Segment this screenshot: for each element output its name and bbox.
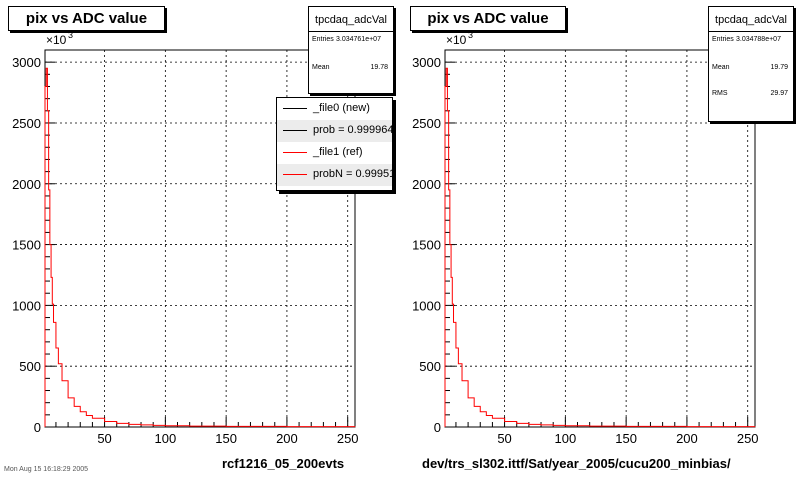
left-legend: _file0 (new) prob = 0.999964 _file1 (ref… <box>276 97 393 191</box>
left-chart-title-text: pix vs ADC value <box>25 10 148 27</box>
left-stats-mean-label: Mean <box>312 64 330 71</box>
right-chart-title: pix vs ADC value <box>410 6 566 31</box>
right-stats-mean-row: Mean 19.79 <box>709 58 793 84</box>
x-tick-label: 100 <box>555 431 577 446</box>
histogram-series-0 <box>44 67 356 428</box>
x-tick-label: 200 <box>676 431 698 446</box>
y-axis-exponent: ×10 <box>46 33 67 47</box>
legend-entry-prob: prob = 0.999964 <box>277 120 392 142</box>
right-x-axis-caption: dev/trs_sl302.ittf/Sat/year_2005/cucu200… <box>422 456 731 471</box>
x-tick-label: 100 <box>155 431 177 446</box>
y-axis-exponent-power: 3 <box>468 30 473 40</box>
y-tick-label: 1500 <box>412 238 441 253</box>
right-plot: 50 100 150 200 250050010001500200025003000×1… <box>412 30 759 446</box>
y-tick-label: 2000 <box>12 177 41 192</box>
left-stats-mean-row: Mean 19.78 <box>309 58 393 84</box>
left-stats-entries-value: 3.034761e+07 <box>336 36 381 43</box>
x-tick-label: 250 <box>337 431 359 446</box>
legend-entry-probn-label: probN = 0.99951 <box>313 168 392 180</box>
y-tick-label: 1500 <box>12 238 41 253</box>
legend-entry-probn: probN = 0.99951 <box>277 164 392 186</box>
histogram-series-0 <box>444 67 756 428</box>
legend-line-black-swatch <box>283 130 307 131</box>
right-stats-entries-row: Entries 3.034788e+07 <box>709 32 793 58</box>
legend-entry-file0: _file0 (new) <box>277 98 392 120</box>
x-tick-label: 50 <box>97 431 111 446</box>
right-stats-rms-row: RMS 29.97 <box>709 84 793 110</box>
y-tick-label: 0 <box>434 420 441 435</box>
y-axis-exponent: ×10 <box>446 33 467 47</box>
left-plot: 50 100 150 200 250050010001500200025003000×1… <box>12 30 359 446</box>
y-tick-label: 1000 <box>412 298 441 313</box>
footer-timestamp: Mon Aug 15 16:18:29 2005 <box>4 466 89 473</box>
legend-entry-file1-label: _file1 (ref) <box>313 146 363 158</box>
left-stats-mean-value: 19.78 <box>370 64 388 71</box>
y-tick-label: 3000 <box>412 55 441 70</box>
legend-entry-file0-label: _file0 (new) <box>313 102 370 114</box>
right-stats-mean-value: 19.79 <box>770 64 788 71</box>
right-stats-entries-label: Entries <box>712 36 734 43</box>
y-tick-label: 2500 <box>12 116 41 131</box>
right-stats-name: tpcdaq_adcVal <box>709 7 793 32</box>
y-tick-label: 1000 <box>12 298 41 313</box>
left-x-axis-caption: rcf1216_05_200evts <box>222 456 345 471</box>
x-tick-label: 50 <box>497 431 511 446</box>
y-tick-label: 0 <box>34 420 41 435</box>
legend-entry-file1: _file1 (ref) <box>277 142 392 164</box>
left-stats-box: tpcdaq_adcVal Entries 3.034761e+07 Mean … <box>308 6 394 94</box>
legend-line-black-swatch <box>283 108 307 109</box>
y-tick-label: 2000 <box>412 177 441 192</box>
right-panel: 50 100 150 200 250 0 500 1000 1500 2000 2500 3000 ×1… <box>400 0 800 480</box>
left-stats-entries-row: Entries 3.034761e+07 <box>309 32 393 58</box>
left-stats-entries-label: Entries <box>312 36 334 43</box>
legend-line-red-swatch <box>283 152 307 153</box>
y-tick-label: 500 <box>19 359 41 374</box>
legend-entry-prob-label: prob = 0.999964 <box>313 124 392 136</box>
x-tick-label: 200 <box>276 431 298 446</box>
x-tick-label: 150 <box>615 431 637 446</box>
right-stats-box: tpcdaq_adcVal Entries 3.034788e+07 Mean … <box>708 6 794 122</box>
y-tick-label: 3000 <box>12 55 41 70</box>
left-stats-name: tpcdaq_adcVal <box>309 7 393 32</box>
right-stats-rms-label: RMS <box>712 90 728 97</box>
right-stats-rms-value: 29.97 <box>770 90 788 97</box>
right-stats-mean-label: Mean <box>712 64 730 71</box>
x-tick-label: 250 <box>737 431 759 446</box>
right-chart-title-text: pix vs ADC value <box>427 10 549 27</box>
legend-line-red-swatch <box>283 174 307 175</box>
left-chart-title: pix vs ADC value <box>8 6 165 31</box>
right-stats-entries-value: 3.034788e+07 <box>736 36 781 43</box>
y-axis-exponent-power: 3 <box>68 30 73 40</box>
x-tick-label: 150 <box>215 431 237 446</box>
y-tick-label: 500 <box>419 359 441 374</box>
y-tick-label: 2500 <box>412 116 441 131</box>
left-panel: 50 100 150 200 250 0 500 1000 1500 2000 2500 3000 ×1… <box>4 6 394 473</box>
